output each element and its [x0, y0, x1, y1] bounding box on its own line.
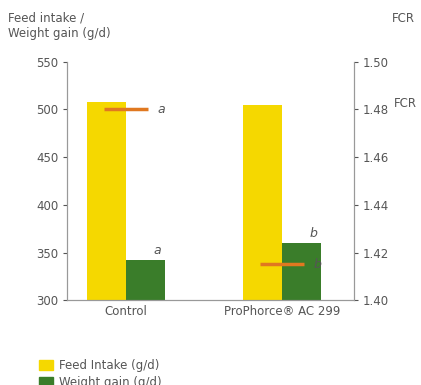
- Bar: [282, 243, 321, 300]
- Text: b: b: [309, 227, 317, 240]
- Bar: [126, 260, 165, 300]
- Legend: Feed Intake (g/d), Weight gain (g/d), Feed Conversion Ratio: Feed Intake (g/d), Weight gain (g/d), Fe…: [39, 359, 191, 385]
- Text: FCR: FCR: [392, 12, 415, 25]
- Text: b: b: [313, 258, 321, 271]
- Text: a: a: [157, 103, 165, 116]
- Bar: [243, 105, 282, 300]
- Text: Feed intake /: Feed intake /: [8, 12, 85, 25]
- Text: Weight gain (g/d): Weight gain (g/d): [8, 27, 111, 40]
- Text: FCR: FCR: [394, 97, 417, 110]
- Text: a: a: [153, 244, 161, 257]
- Bar: [87, 102, 126, 300]
